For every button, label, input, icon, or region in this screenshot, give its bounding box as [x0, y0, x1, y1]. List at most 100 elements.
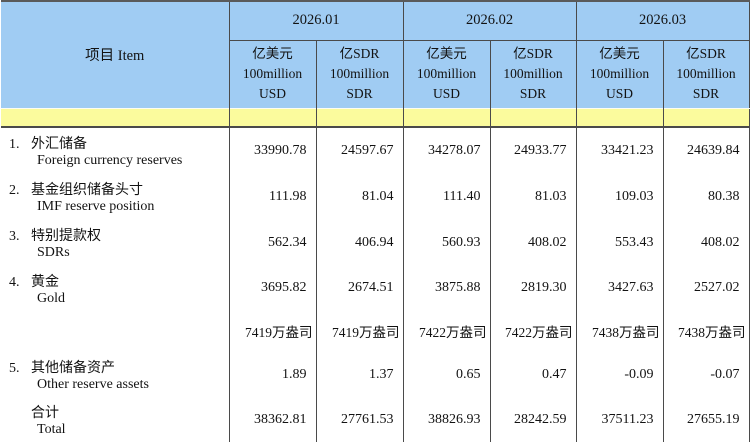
row-number: 2.	[9, 183, 20, 198]
value-cell: 80.38	[662, 174, 749, 220]
value-cell: 27761.53	[315, 399, 403, 442]
value-cell: 38362.81	[228, 399, 316, 442]
unit-cn: 亿美元	[252, 45, 293, 61]
value-cell: 408.02	[662, 220, 749, 265]
unit-header-usd: 亿美元 100million USD	[228, 39, 316, 108]
month-header-2026-01: 2026.01	[228, 1, 403, 40]
unit-en: 100million	[503, 65, 563, 81]
table-row-foreign-currency-reserves: 1. 外汇储备 Foreign currency reserves 33990.7…	[1, 127, 749, 174]
row-label-cn: 外汇储备	[31, 137, 87, 152]
row-label-en: Foreign currency reserves	[37, 153, 183, 168]
value-cell: 0.47	[489, 351, 576, 399]
unit-en: USD	[432, 86, 460, 102]
value-cell: 34278.07	[402, 127, 490, 174]
table-row-gold: 4. 黄金 Gold 3695.82 2674.51 3875.88 2819.3…	[1, 265, 749, 351]
value-cell: 1.89	[228, 351, 316, 399]
value-cell: 562.34	[228, 220, 316, 265]
value-cell: 37511.23	[575, 399, 663, 442]
value-cell: 7438万盎司	[662, 310, 749, 351]
row-label: 合计 Total	[1, 399, 229, 442]
row-label: 5. 其他储备资产 Other reserve assets	[1, 351, 229, 399]
row-label-en: IMF reserve position	[37, 199, 155, 214]
row-label-en: Total	[37, 422, 66, 438]
month-header-2026-03: 2026.03	[575, 1, 749, 40]
value-cell: 3875.88	[402, 265, 490, 310]
unit-en: 100million	[416, 65, 477, 81]
row-label-cn: 特别提款权	[31, 228, 101, 244]
value-cell: 553.43	[575, 220, 663, 265]
unit-cn: 亿SDR	[513, 45, 553, 61]
table-row: 亿美元 100million USD 亿SDR 100million SDR 亿…	[1, 39, 749, 108]
row-number: 4.	[9, 275, 20, 290]
value-cell: 408.02	[489, 220, 576, 265]
value-cell: 111.98	[228, 174, 316, 220]
table-row: 项目 Item 2026.01 2026.02 2026.03	[1, 1, 749, 108]
unit-en: 100million	[329, 65, 390, 81]
row-label-cn: 其他储备资产	[31, 361, 115, 376]
row-number: 1.	[9, 137, 20, 152]
unit-en: 100million	[676, 65, 736, 81]
stripe-cell	[662, 107, 749, 128]
unit-header-usd: 亿美元 100million USD	[575, 39, 663, 108]
table-row-gold-ounces: 7419万盎司 7419万盎司 7422万盎司 7422万盎司 7438万盎司 …	[1, 310, 749, 351]
value-cell: 2527.02	[662, 265, 749, 310]
row-label: 2. 基金组织储备头寸 IMF reserve position	[1, 174, 229, 220]
unit-en: 100million	[589, 65, 650, 81]
value-cell: 33421.23	[575, 127, 663, 174]
row-label-cn: 黄金	[31, 275, 59, 290]
value-cell: 81.04	[315, 174, 403, 220]
value-cell: 33990.78	[228, 127, 316, 174]
value-cell: 27655.19	[662, 399, 749, 442]
value-cell: -0.09	[575, 351, 663, 399]
stripe-cell	[489, 107, 576, 128]
unit-en: USD	[258, 86, 286, 102]
value-cell: 28242.59	[489, 399, 576, 442]
unit-en: USD	[605, 86, 633, 102]
unit-cn: 亿SDR	[686, 45, 726, 61]
value-cell: 7419万盎司	[315, 310, 403, 351]
row-label-cn: 基金组织储备头寸	[31, 183, 143, 198]
value-cell: 24933.77	[489, 127, 576, 174]
row-label-en: Gold	[37, 291, 65, 306]
unit-en: 100million	[242, 65, 303, 81]
unit-header-usd: 亿美元 100million USD	[402, 39, 490, 108]
value-cell: 7419万盎司	[228, 310, 316, 351]
value-cell: 111.40	[402, 174, 490, 220]
unit-cn: 亿美元	[426, 45, 467, 61]
row-number: 5.	[9, 361, 20, 376]
value-cell: -0.07	[662, 351, 749, 399]
unit-cn: 亿美元	[599, 45, 640, 61]
unit-header-sdr: 亿SDR 100million SDR	[662, 39, 749, 108]
unit-header-sdr: 亿SDR 100million SDR	[489, 39, 576, 108]
value-cell: 2674.51	[315, 265, 403, 310]
value-cell: 2819.30	[489, 265, 576, 310]
row-label-cn: 合计	[31, 406, 59, 422]
unit-header-sdr: 亿SDR 100million SDR	[315, 39, 403, 108]
value-cell: 109.03	[575, 174, 663, 220]
stripe-cell	[315, 107, 403, 128]
value-cell: 560.93	[402, 220, 490, 265]
value-cell: 406.94	[315, 220, 403, 265]
row-label: 4. 黄金 Gold	[1, 265, 229, 351]
unit-en: SDR	[519, 86, 547, 102]
value-cell: 7422万盎司	[489, 310, 576, 351]
separator-stripe	[1, 107, 749, 128]
value-cell: 1.37	[315, 351, 403, 399]
value-cell: 3427.63	[575, 265, 663, 310]
value-cell: 38826.93	[402, 399, 490, 442]
value-cell: 0.65	[402, 351, 490, 399]
item-header-cell: 项目 Item	[1, 1, 229, 108]
stripe-cell	[1, 107, 229, 128]
unit-en: SDR	[692, 86, 720, 102]
unit-en: SDR	[346, 86, 373, 102]
table-row-imf-reserve-position: 2. 基金组织储备头寸 IMF reserve position 111.98 8…	[1, 174, 749, 220]
stripe-cell	[402, 107, 490, 128]
month-header-2026-02: 2026.02	[402, 1, 576, 40]
row-label-en: Other reserve assets	[37, 377, 149, 392]
row-number: 3.	[9, 228, 20, 244]
value-cell: 3695.82	[228, 265, 316, 310]
row-label: 3. 特别提款权 SDRs	[1, 220, 229, 265]
stripe-cell	[575, 107, 663, 128]
